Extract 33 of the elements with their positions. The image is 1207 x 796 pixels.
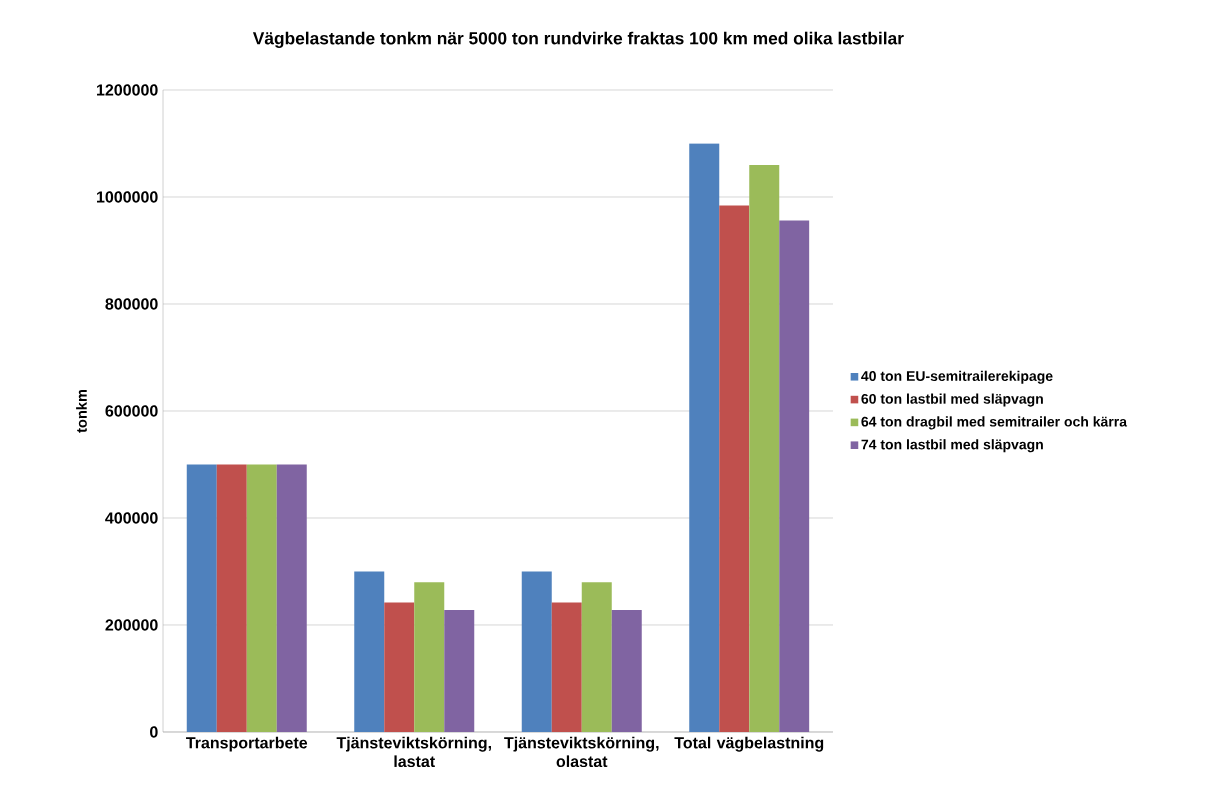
x-tick-label: Transportarbete bbox=[186, 736, 308, 752]
x-tick-label: Tjänsteviktskörning, lastat bbox=[336, 736, 491, 768]
legend-label: 40 ton EU-semitrailerekipage bbox=[861, 370, 1053, 384]
bar bbox=[276, 464, 307, 732]
y-tick-label: 1000000 bbox=[97, 191, 158, 203]
bar bbox=[186, 464, 217, 732]
legend-label: 74 ton lastbil med släpvagn bbox=[861, 439, 1043, 453]
bar bbox=[719, 205, 750, 732]
chart-title: Vägbelastande tonkm när 5000 ton rundvirke fraktas 100 km med olika lastbilar bbox=[252, 31, 904, 48]
bar bbox=[551, 602, 582, 732]
bar bbox=[779, 220, 810, 732]
y-axis-title: tonkm bbox=[76, 389, 87, 433]
x-tick-label: Tjänsteviktskörning, olastat bbox=[504, 736, 659, 768]
bar bbox=[384, 602, 415, 732]
bar bbox=[749, 164, 780, 732]
bar bbox=[246, 464, 277, 732]
bar bbox=[611, 610, 642, 732]
bar bbox=[354, 571, 385, 732]
y-tick-label: 600000 bbox=[105, 405, 158, 417]
y-tick-label: 400000 bbox=[105, 512, 158, 524]
legend-label: 60 ton lastbil med släpvagn bbox=[861, 393, 1043, 407]
bar bbox=[521, 571, 552, 732]
bar bbox=[581, 582, 612, 732]
legend-label: 64 ton dragbil med semitrailer och kärra bbox=[861, 416, 1128, 430]
y-tick-label: 200000 bbox=[105, 619, 158, 631]
bar bbox=[444, 610, 475, 732]
x-tick-label: Total vägbelastning bbox=[674, 736, 824, 752]
bar bbox=[689, 143, 720, 732]
y-tick-label: 0 bbox=[150, 726, 158, 738]
bar bbox=[216, 464, 247, 732]
y-tick-label: 1200000 bbox=[97, 84, 158, 96]
y-tick-label: 800000 bbox=[105, 298, 158, 310]
bar bbox=[414, 582, 445, 732]
